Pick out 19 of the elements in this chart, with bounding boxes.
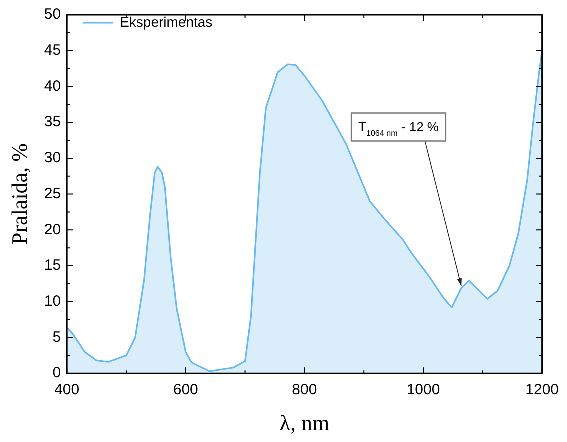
y-tick-label: 10 bbox=[44, 293, 62, 310]
y-tick-label: 0 bbox=[52, 364, 62, 382]
y-tick-label: 50 bbox=[44, 6, 62, 24]
legend-label: Eksperimentas bbox=[120, 14, 213, 30]
y-tick-label: 25 bbox=[44, 185, 62, 202]
y-tick-label: 15 bbox=[44, 257, 62, 274]
x-tick-label: 600 bbox=[173, 382, 198, 399]
y-tick-label: 30 bbox=[44, 150, 62, 167]
x-tick-label: 1000 bbox=[406, 382, 440, 399]
x-tick-label: 400 bbox=[54, 382, 80, 399]
y-tick-label: 20 bbox=[44, 221, 62, 238]
y-tick-label: 40 bbox=[44, 78, 62, 95]
x-tick-label: 1200 bbox=[526, 382, 560, 399]
y-tick-label: 45 bbox=[44, 42, 62, 59]
y-tick-label: 35 bbox=[44, 114, 62, 131]
x-tick-label: 800 bbox=[292, 382, 318, 399]
x-axis-title: λ, nm bbox=[280, 410, 330, 436]
y-tick-label: 5 bbox=[52, 328, 62, 346]
y-axis-title: Pralaida, % bbox=[6, 144, 32, 246]
